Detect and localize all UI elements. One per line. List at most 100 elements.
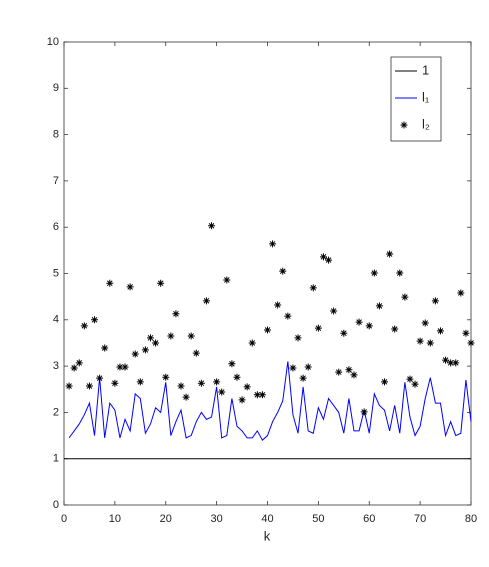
- x-tick-label: 70: [414, 513, 426, 525]
- asterisk: [136, 378, 144, 386]
- asterisk: [436, 327, 444, 335]
- y-tick-label: 3: [53, 360, 59, 372]
- asterisk: [406, 375, 414, 383]
- asterisk: [360, 408, 368, 416]
- asterisk: [167, 332, 175, 340]
- asterisk: [126, 283, 134, 291]
- asterisk: [258, 391, 266, 399]
- asterisk: [457, 289, 465, 297]
- asterisk: [274, 301, 282, 309]
- asterisk: [401, 293, 409, 301]
- asterisk: [131, 350, 139, 358]
- asterisk: [319, 253, 327, 261]
- asterisk: [426, 339, 434, 347]
- x-tick-label: 10: [109, 513, 121, 525]
- asterisk: [335, 368, 343, 376]
- asterisk: [416, 337, 424, 345]
- asterisk: [85, 382, 93, 390]
- asterisk: [452, 359, 460, 367]
- asterisk: [340, 329, 348, 337]
- x-tick-label: 50: [312, 513, 324, 525]
- asterisk: [386, 250, 394, 258]
- asterisk: [223, 276, 231, 284]
- asterisk: [192, 349, 200, 357]
- asterisk: [96, 374, 104, 382]
- x-tick-label: 40: [261, 513, 273, 525]
- asterisk: [197, 379, 205, 387]
- asterisk: [309, 284, 317, 292]
- asterisk: [253, 391, 261, 399]
- asterisk: [431, 297, 439, 305]
- asterisk: [284, 312, 292, 320]
- x-tick-label: 20: [160, 513, 172, 525]
- asterisk: [228, 360, 236, 368]
- y-tick-label: 5: [53, 267, 59, 279]
- asterisk: [80, 322, 88, 330]
- asterisk: [65, 382, 73, 390]
- asterisk: [370, 269, 378, 277]
- asterisk: [141, 346, 149, 354]
- y-tick-label: 1: [53, 453, 59, 465]
- asterisk: [289, 364, 297, 372]
- asterisk: [411, 380, 419, 388]
- x-tick-label: 30: [211, 513, 223, 525]
- asterisk: [365, 322, 373, 330]
- asterisk: [75, 359, 83, 367]
- asterisk: [182, 393, 190, 401]
- x-tick-label: 0: [61, 513, 67, 525]
- asterisk: [447, 359, 455, 367]
- legend-box: [390, 56, 442, 142]
- y-tick-label: 0: [53, 499, 59, 511]
- y-tick-label: 8: [53, 129, 59, 141]
- asterisk: [208, 222, 216, 230]
- asterisk: [172, 310, 180, 318]
- asterisk: [218, 388, 226, 396]
- asterisk: [121, 363, 129, 371]
- asterisk: [187, 332, 195, 340]
- asterisk: [264, 326, 271, 334]
- asterisk: [269, 240, 277, 248]
- asterisk: [248, 339, 256, 347]
- asterisk: [101, 344, 109, 352]
- x-tick-label: 80: [465, 513, 477, 525]
- asterisk: [106, 279, 114, 287]
- x-tick-label: 60: [363, 513, 375, 525]
- y-tick-label: 10: [47, 36, 59, 48]
- asterisk: [279, 267, 287, 275]
- legend-label: 1: [422, 62, 429, 77]
- asterisk: [391, 325, 399, 333]
- asterisk: [152, 339, 160, 347]
- asterisk: [146, 334, 154, 342]
- legend-marker: [400, 121, 408, 129]
- asterisk: [162, 373, 170, 381]
- asterisk: [462, 329, 470, 337]
- asterisk: [213, 378, 221, 386]
- asterisk: [345, 366, 353, 374]
- asterisk: [325, 256, 333, 264]
- y-tick-label: 7: [53, 175, 59, 187]
- legend-label: l₁: [422, 89, 430, 104]
- asterisk: [70, 364, 78, 372]
- asterisk: [243, 383, 251, 391]
- asterisk: [314, 324, 322, 332]
- asterisk: [294, 334, 302, 342]
- asterisk: [111, 379, 119, 387]
- asterisk: [238, 396, 246, 404]
- asterisk: [233, 373, 241, 381]
- asterisk: [157, 279, 165, 287]
- y-tick-label: 2: [53, 406, 59, 418]
- x-axis-label: k: [264, 528, 271, 543]
- legend-label: l₂: [422, 116, 430, 131]
- asterisk: [91, 316, 99, 324]
- asterisk: [355, 318, 363, 326]
- asterisk: [421, 319, 429, 327]
- y-tick-label: 4: [53, 314, 59, 326]
- asterisk: [202, 297, 210, 305]
- asterisk: [381, 378, 389, 386]
- asterisk: [330, 307, 338, 315]
- series-line: [68, 361, 472, 441]
- asterisk: [299, 374, 307, 382]
- asterisk: [177, 382, 185, 390]
- asterisk: [442, 356, 450, 364]
